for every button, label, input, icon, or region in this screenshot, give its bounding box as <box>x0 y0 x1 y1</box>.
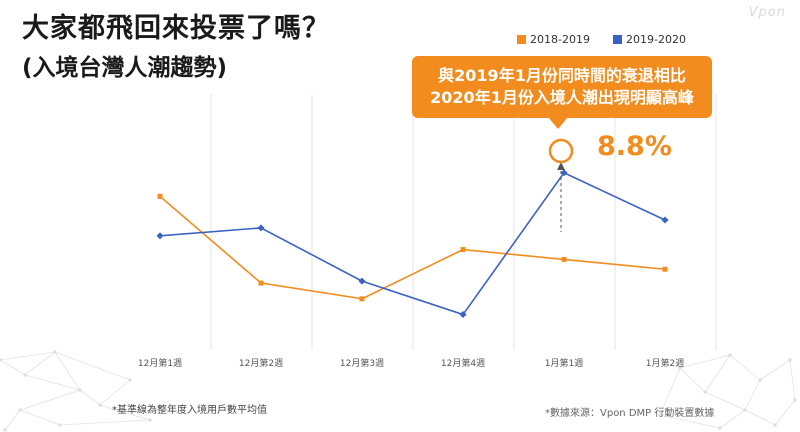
network-node <box>793 398 797 402</box>
x-axis-ticks: 12月第1週 12月第2週 12月第3週 12月第4週 1月第1週 1月第2週 <box>138 357 684 369</box>
network-edge <box>659 367 681 416</box>
data-point <box>561 256 567 262</box>
chart-subtitle: (入境台灣人潮趨勢) <box>22 55 228 81</box>
x-tick-label: 1月第2週 <box>646 357 684 369</box>
callout-box: 與2019年1月份同時間的衰退相比 2020年1月份入境人潮出現明顯高峰 <box>412 56 712 118</box>
series-line-2019-2020 <box>159 171 666 316</box>
series-line-2018-2019 <box>159 195 666 300</box>
network-node <box>148 418 152 422</box>
x-tick-label: 12月第1週 <box>138 357 182 369</box>
network-node <box>773 423 777 427</box>
network-edge <box>744 379 761 411</box>
network-node <box>58 423 62 427</box>
data-point <box>156 232 164 240</box>
network-node <box>18 408 22 412</box>
highlight-circle <box>548 138 574 164</box>
network-node <box>758 378 762 382</box>
legend-swatch-orange <box>517 35 526 44</box>
growth-percentage: 8.8% <box>597 131 672 162</box>
series-lines <box>156 169 669 319</box>
network-edge <box>19 409 61 426</box>
source-footnote: *數據來源：Vpon DMP 行動裝置數據 <box>545 408 715 419</box>
callout-line-1: 與2019年1月份同時間的衰退相比 <box>438 66 686 85</box>
legend-item-2019-2020: 2019-2020 <box>613 33 686 46</box>
data-point <box>257 224 265 232</box>
data-point <box>359 296 365 302</box>
data-point <box>157 193 163 199</box>
x-tick-label: 12月第3週 <box>340 357 384 369</box>
callout-pointer <box>548 117 568 129</box>
network-node <box>703 390 707 394</box>
network-edge <box>774 399 796 426</box>
baseline-footnote: *基準線為整年度入境用戶數平均值 <box>112 405 267 416</box>
network-edge <box>59 419 151 426</box>
gridlines <box>210 94 717 350</box>
network-edge <box>79 389 101 406</box>
data-point <box>560 169 568 177</box>
network-edge <box>789 359 796 401</box>
network-edge <box>4 409 21 431</box>
network-edge <box>659 414 721 429</box>
network-edge <box>704 391 746 411</box>
brand-logo: Vpon <box>748 5 786 20</box>
arrow-head-icon <box>557 162 565 170</box>
network-node <box>0 358 2 362</box>
data-point <box>661 216 669 224</box>
network-edge <box>54 351 81 391</box>
legend-item-2018-2019: 2018-2019 <box>517 33 590 46</box>
network-edge <box>0 351 56 361</box>
network-edge <box>679 367 706 393</box>
network-node <box>678 366 682 370</box>
data-point <box>662 266 668 272</box>
network-node <box>788 358 792 362</box>
data-point <box>258 280 264 286</box>
x-tick-label: 1月第1週 <box>545 357 583 369</box>
network-node <box>658 413 662 417</box>
data-point <box>459 311 467 319</box>
network-node <box>23 373 27 377</box>
network-edge <box>679 354 731 369</box>
network-edge <box>0 359 26 376</box>
network-node <box>718 426 722 430</box>
network-node <box>53 350 57 354</box>
network-node <box>728 353 732 357</box>
network-node <box>128 378 132 382</box>
legend-swatch-blue <box>613 35 622 44</box>
data-point <box>358 277 366 285</box>
network-edge <box>729 354 761 381</box>
network-edge <box>19 389 81 411</box>
network-decoration <box>0 350 797 432</box>
legend-label: 2019-2020 <box>626 33 686 46</box>
network-edge <box>24 374 81 391</box>
callout-line-2: 2020年1月份入境人潮出現明顯高峰 <box>430 88 694 107</box>
network-edge <box>54 351 131 381</box>
network-node <box>98 403 102 407</box>
network-node <box>743 408 747 412</box>
network-node <box>3 428 7 432</box>
network-edge <box>719 409 746 429</box>
network-edge <box>704 354 731 393</box>
legend-label: 2018-2019 <box>530 33 590 46</box>
network-edge <box>24 351 56 376</box>
network-edge <box>759 359 791 381</box>
network-edge <box>99 379 131 406</box>
x-tick-label: 12月第4週 <box>441 357 485 369</box>
x-tick-label: 12月第2週 <box>239 357 283 369</box>
network-edge <box>99 404 151 421</box>
data-point <box>460 247 466 253</box>
chart-title: 大家都飛回來投票了嗎？ <box>22 13 330 44</box>
network-node <box>78 388 82 392</box>
network-edge <box>744 409 776 426</box>
